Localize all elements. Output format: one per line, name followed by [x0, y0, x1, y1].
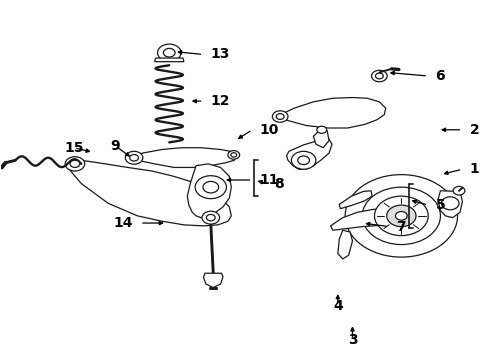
Circle shape	[202, 211, 220, 224]
Polygon shape	[155, 58, 184, 62]
Circle shape	[298, 156, 310, 165]
Circle shape	[130, 154, 139, 161]
Circle shape	[231, 153, 237, 157]
Polygon shape	[187, 164, 231, 218]
Polygon shape	[331, 209, 406, 230]
Circle shape	[362, 187, 441, 244]
Text: 3: 3	[348, 333, 357, 347]
Circle shape	[374, 196, 428, 235]
Circle shape	[195, 176, 226, 199]
Polygon shape	[438, 191, 463, 218]
Polygon shape	[338, 230, 352, 259]
Circle shape	[65, 157, 85, 171]
Circle shape	[158, 44, 181, 61]
Polygon shape	[203, 273, 223, 288]
Polygon shape	[314, 131, 329, 148]
Circle shape	[395, 212, 407, 220]
Polygon shape	[339, 191, 372, 209]
Text: 10: 10	[260, 123, 279, 137]
Polygon shape	[278, 98, 386, 128]
Polygon shape	[69, 159, 231, 226]
Circle shape	[163, 48, 175, 57]
Circle shape	[371, 70, 387, 82]
Text: 7: 7	[396, 220, 406, 234]
Text: 11: 11	[260, 173, 279, 187]
Text: 9: 9	[111, 139, 121, 153]
Text: 15: 15	[64, 141, 84, 155]
Polygon shape	[130, 148, 235, 167]
Circle shape	[453, 186, 465, 195]
Circle shape	[375, 73, 383, 79]
Text: 12: 12	[211, 94, 230, 108]
Circle shape	[203, 181, 219, 193]
Circle shape	[272, 111, 288, 122]
Circle shape	[345, 175, 458, 257]
Circle shape	[387, 205, 416, 226]
Text: 4: 4	[333, 298, 343, 312]
Circle shape	[317, 126, 327, 134]
Circle shape	[228, 150, 240, 159]
Text: 5: 5	[436, 198, 445, 212]
Text: 2: 2	[470, 123, 480, 137]
Circle shape	[125, 151, 143, 164]
Circle shape	[206, 215, 215, 221]
Text: 6: 6	[436, 69, 445, 83]
Text: 8: 8	[274, 177, 284, 190]
Text: 14: 14	[113, 216, 133, 230]
Text: 13: 13	[211, 48, 230, 62]
Circle shape	[441, 197, 459, 210]
Text: 1: 1	[470, 162, 480, 176]
Circle shape	[292, 151, 316, 169]
Polygon shape	[287, 138, 332, 169]
Circle shape	[276, 114, 284, 120]
Circle shape	[70, 160, 80, 167]
